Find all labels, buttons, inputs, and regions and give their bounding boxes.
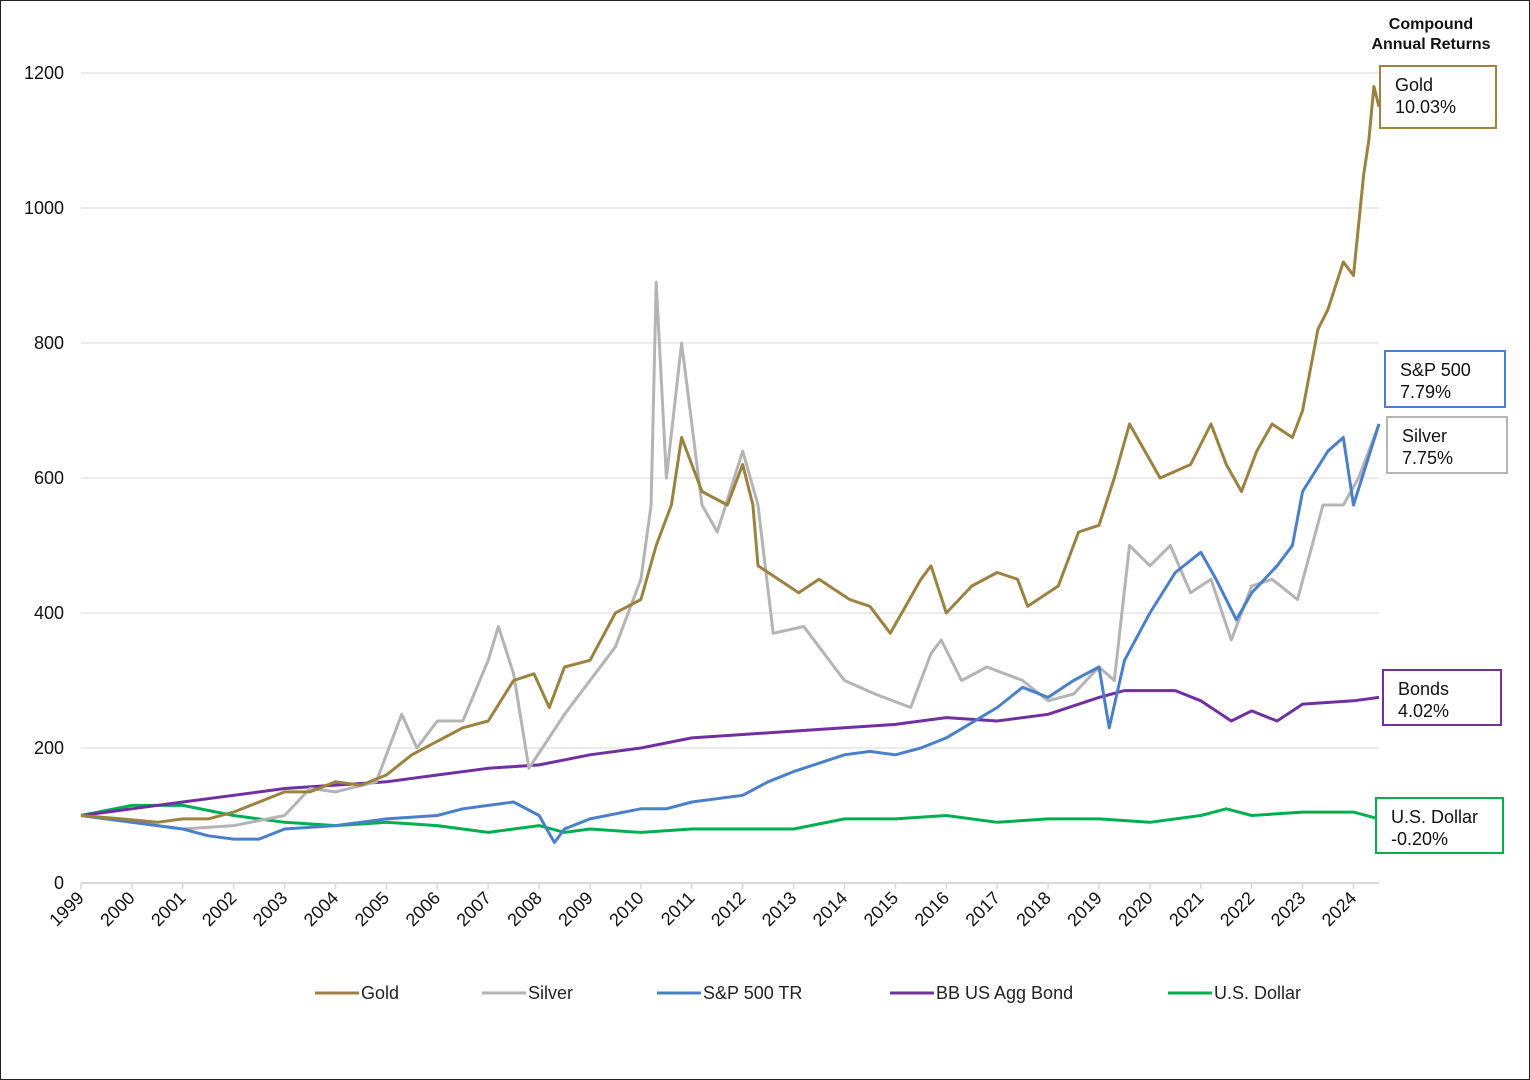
end-label-box-silver bbox=[1386, 416, 1508, 474]
x-tick-label: 2011 bbox=[657, 888, 699, 930]
end-label-return: 10.03% bbox=[1395, 97, 1456, 117]
end-label-return: 7.79% bbox=[1400, 382, 1451, 402]
legend-label: BB US Agg Bond bbox=[936, 983, 1073, 1003]
header-line-2: Annual Returns bbox=[1371, 36, 1490, 53]
end-label-name: Gold bbox=[1395, 75, 1433, 95]
x-tick-label: 2000 bbox=[96, 888, 138, 930]
x-tick-label: 2001 bbox=[147, 888, 189, 930]
y-tick-label: 1000 bbox=[24, 198, 64, 218]
x-tick-label: 2006 bbox=[402, 888, 444, 930]
x-tick-label: 2019 bbox=[1063, 888, 1105, 930]
x-tick-label: 2004 bbox=[300, 888, 342, 930]
end-label-box-gold bbox=[1379, 65, 1497, 129]
series-line-silver bbox=[80, 280, 1381, 831]
y-tick-label: 200 bbox=[34, 738, 64, 758]
end-label-name: U.S. Dollar bbox=[1391, 807, 1478, 827]
x-tick-label: 2024 bbox=[1318, 888, 1360, 930]
end-label-box-bb-us-agg-bond bbox=[1382, 669, 1502, 726]
end-label-name: Bonds bbox=[1398, 679, 1449, 699]
x-tick-label: 2021 bbox=[1165, 888, 1207, 930]
x-tick-label: 2002 bbox=[198, 888, 240, 930]
x-tick-label: 2003 bbox=[249, 888, 291, 930]
x-tick-label: 2023 bbox=[1267, 888, 1309, 930]
x-tick-label: 2012 bbox=[707, 888, 749, 930]
end-label-return: 7.75% bbox=[1402, 448, 1453, 468]
end-label-box-s-p-500-tr bbox=[1384, 350, 1506, 408]
x-tick-label: 2008 bbox=[503, 888, 545, 930]
x-tick-label: 2005 bbox=[351, 888, 393, 930]
x-tick-label: 2009 bbox=[554, 888, 596, 930]
x-tick-label: 2015 bbox=[860, 888, 902, 930]
x-tick-label: 2013 bbox=[758, 888, 800, 930]
y-tick-label: 600 bbox=[34, 468, 64, 488]
y-tick-label: 400 bbox=[34, 603, 64, 623]
series-line-s-p-500-tr bbox=[80, 423, 1381, 844]
x-tick-label: 2010 bbox=[605, 888, 647, 930]
x-tick-label: 2018 bbox=[1012, 888, 1054, 930]
legend-label: Silver bbox=[528, 983, 573, 1003]
x-tick-label: 2014 bbox=[809, 888, 851, 930]
legend-label: U.S. Dollar bbox=[1214, 983, 1301, 1003]
x-tick-label: 2017 bbox=[962, 888, 1004, 930]
series-line-u-s-dollar bbox=[80, 803, 1380, 834]
x-tick-label: 2022 bbox=[1216, 888, 1258, 930]
end-label-return: 4.02% bbox=[1398, 701, 1449, 721]
header-line-1: Compound bbox=[1389, 16, 1473, 33]
y-tick-label: 1200 bbox=[24, 63, 64, 83]
y-tick-label: 0 bbox=[54, 873, 64, 893]
x-tick-label: 2007 bbox=[453, 888, 495, 930]
series-line-gold bbox=[80, 85, 1381, 824]
series-line-bb-us-agg-bond bbox=[80, 689, 1380, 817]
end-label-box-u-s-dollar bbox=[1375, 797, 1504, 854]
end-label-name: S&P 500 bbox=[1400, 360, 1471, 380]
end-label-name: Silver bbox=[1402, 426, 1447, 446]
x-tick-label: 2016 bbox=[911, 888, 953, 930]
legend-label: S&P 500 TR bbox=[703, 983, 802, 1003]
end-label-return: -0.20% bbox=[1391, 829, 1448, 849]
legend-label: Gold bbox=[361, 983, 399, 1003]
x-tick-label: 1999 bbox=[45, 888, 87, 930]
x-tick-label: 2020 bbox=[1114, 888, 1156, 930]
y-tick-label: 800 bbox=[34, 333, 64, 353]
